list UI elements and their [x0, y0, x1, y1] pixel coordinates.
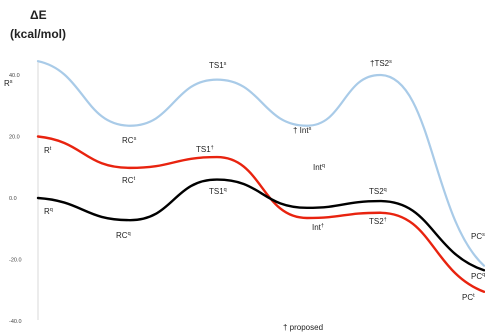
point-label-q-4: TS2q [369, 187, 387, 196]
point-label-t-3: Int† [312, 223, 324, 232]
y-tick-label: 0.0 [9, 196, 17, 202]
point-label-t-2: TS1† [196, 145, 214, 154]
point-label-q-1: RCq [116, 231, 131, 240]
point-label-s-4: †TS2s [370, 59, 392, 68]
point-label-q-3: Intq [313, 163, 325, 172]
series-line-s [36, 60, 485, 267]
point-labels: Rs RCs TS1s † Ints †TS2s PCs Rt RCt TS1† Int† TS2†… [4, 59, 485, 302]
y-tick-label: 40.0 [9, 73, 20, 79]
point-label-t-4: TS2† [369, 217, 387, 226]
point-label-q-0: Rq [44, 207, 53, 216]
series-line-t [36, 135, 485, 293]
point-label-s-5: PCs [471, 232, 485, 241]
y-axis-title: ΔE [30, 8, 47, 22]
footnote: † proposed [283, 323, 323, 332]
y-tick-label: 20.0 [9, 135, 20, 141]
y-axis-unit: (kcal/mol) [10, 27, 66, 41]
point-label-s-2: TS1s [209, 61, 227, 70]
point-label-s-1: RCs [122, 136, 137, 145]
point-label-q-2: TS1q [209, 187, 227, 196]
point-label-s-0: Rs [4, 79, 13, 88]
point-label-s-3: † Ints [293, 126, 312, 135]
y-tick-label: -20.0 [9, 258, 22, 264]
point-label-t-5: PCt [462, 293, 475, 302]
y-tick-label: -40.0 [9, 319, 22, 325]
y-tick-labels: 40.0 20.0 0.0 -20.0 -40.0 [9, 73, 22, 325]
point-label-t-0: Rt [44, 146, 52, 155]
series-curves [36, 60, 485, 293]
series-line-q [36, 178, 485, 272]
point-label-q-5: PCq [471, 272, 485, 281]
point-label-t-1: RCt [122, 176, 136, 185]
